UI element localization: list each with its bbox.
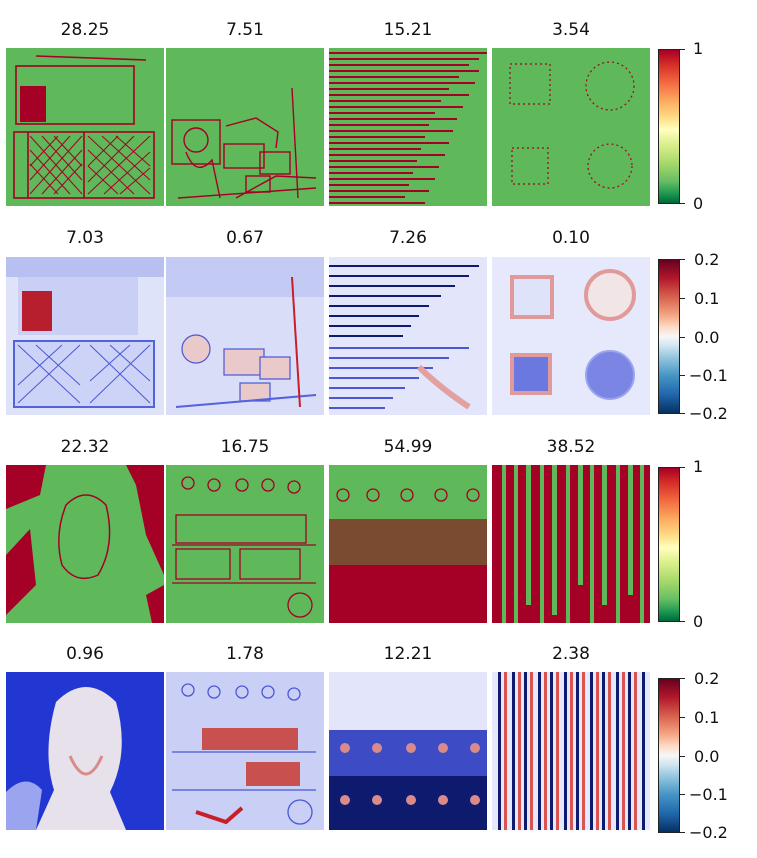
colorbar-tick: [680, 413, 685, 414]
colorbar-difference-2: [658, 259, 680, 414]
colorbar-tick: [680, 298, 685, 299]
panel-title-r1c4: 3.54: [552, 20, 590, 40]
colorbar-tick-label: 1: [693, 457, 704, 476]
colorbar-tick: [680, 756, 685, 757]
difference-map-vertical-stripes: [492, 672, 650, 830]
panel-title-r3c1: 22.32: [60, 437, 110, 457]
difference-map-portrait: [6, 672, 164, 830]
colorbar-tick: [680, 717, 685, 718]
colorbar-tick: [680, 375, 685, 376]
panel-title-r1c1: 28.25: [60, 20, 110, 40]
colorbar-difference-4: [658, 678, 680, 833]
colorbar-tick-label: 0.0: [694, 328, 720, 347]
panel-title-r2c3: 7.26: [389, 228, 427, 248]
colorbar-tick-label: −0.2: [689, 404, 728, 423]
difference-map-stripes: [329, 257, 487, 415]
colorbar-tick: [680, 832, 685, 833]
panel-title-r4c1: 0.96: [66, 644, 104, 664]
panel-title-r4c4: 2.38: [552, 644, 590, 664]
colorbar-tick: [680, 467, 685, 468]
binary-map-vertical-stripes: [492, 465, 650, 623]
colorbar-tick-label: 1: [693, 39, 704, 58]
colorbar-tick: [680, 49, 685, 50]
panel-title-r3c3: 54.99: [383, 437, 433, 457]
binary-map-portrait: [6, 465, 164, 623]
colorbar-tick-label: 0: [693, 194, 704, 213]
colorbar-tick-label: 0.2: [694, 250, 720, 269]
binary-map-stripes: [329, 48, 487, 206]
colorbar-tick-label: 0.2: [694, 669, 720, 688]
colorbar-tick: [680, 259, 685, 260]
colorbar-binary-1: [658, 49, 680, 204]
colorbar-tick: [680, 203, 685, 204]
binary-map-shapes: [492, 48, 650, 206]
panel-title-r2c4: 0.10: [552, 228, 590, 248]
panel-title-r4c2: 1.78: [226, 644, 264, 664]
colorbar-tick-label: −0.1: [689, 785, 728, 804]
difference-map-toys: [166, 257, 324, 415]
colorbar-tick-label: −0.2: [689, 823, 728, 842]
binary-map-shelf: [166, 465, 324, 623]
colorbar-tick: [680, 621, 685, 622]
difference-map-crates: [6, 257, 164, 415]
binary-map-ornaments: [329, 465, 487, 623]
colorbar-tick: [680, 337, 685, 338]
panel-title-r2c1: 7.03: [66, 228, 104, 248]
colorbar-tick-label: 0: [693, 612, 704, 631]
colorbar-tick-label: 0.1: [694, 708, 720, 727]
binary-map-toys: [166, 48, 324, 206]
colorbar-tick-label: 0.0: [694, 747, 720, 766]
panel-title-r1c3: 15.21: [383, 20, 433, 40]
panel-title-r2c2: 0.67: [226, 228, 264, 248]
difference-map-ornaments: [329, 672, 487, 830]
colorbar-binary-3: [658, 467, 680, 622]
panel-title-r3c2: 16.75: [220, 437, 270, 457]
panel-title-r1c2: 7.51: [226, 20, 264, 40]
colorbar-tick: [680, 678, 685, 679]
colorbar-tick: [680, 794, 685, 795]
difference-map-shapes: [492, 257, 650, 415]
binary-map-crates: [6, 48, 164, 206]
colorbar-tick-label: 0.1: [694, 289, 720, 308]
difference-map-shelf: [166, 672, 324, 830]
colorbar-tick-label: −0.1: [689, 366, 728, 385]
panel-title-r4c3: 12.21: [383, 644, 433, 664]
panel-title-r3c4: 38.52: [546, 437, 596, 457]
